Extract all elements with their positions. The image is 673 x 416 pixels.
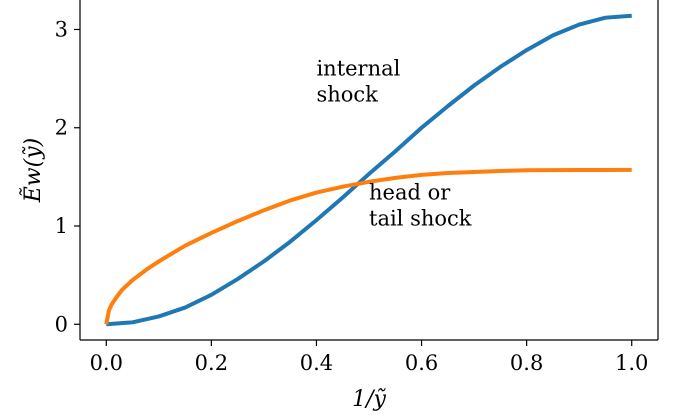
- axes-layer: 0.0 0.2 0.4 0.6 0.8 1.0 0 1 2 3 1/ỹ Ẽw(ỹ): [18, 0, 659, 412]
- y-tick-label: 1: [55, 214, 68, 238]
- y-tick-label: 2: [55, 116, 68, 140]
- x-tick-label: 0.0: [90, 351, 123, 375]
- annotation-2-line-1: head or: [369, 180, 451, 204]
- x-tick-label: 1.0: [615, 351, 648, 375]
- annotation-layer: internal shock head or tail shock: [316, 57, 471, 231]
- annotation-1-line-1: internal: [316, 57, 400, 81]
- x-tick-label: 0.6: [405, 351, 438, 375]
- x-tick-label: 0.2: [195, 351, 228, 375]
- series-line-1: [106, 13, 632, 327]
- annotation-2: head or tail shock: [369, 180, 472, 230]
- series-line-2: [104, 167, 632, 325]
- x-axis-label: 1/ỹ: [352, 387, 386, 412]
- y-axis-label: Ẽw(ỹ): [18, 138, 46, 204]
- x-tick-label: 0.8: [510, 351, 543, 375]
- annotation-2-line-2: tail shock: [369, 206, 472, 230]
- annotation-1: internal shock: [316, 57, 400, 107]
- y-tick-label: 3: [55, 17, 68, 41]
- annotation-1-line-2: shock: [316, 83, 378, 107]
- y-tick-label: 0: [55, 312, 68, 336]
- x-tick-label: 0.4: [300, 351, 333, 375]
- series-layer: [104, 13, 632, 327]
